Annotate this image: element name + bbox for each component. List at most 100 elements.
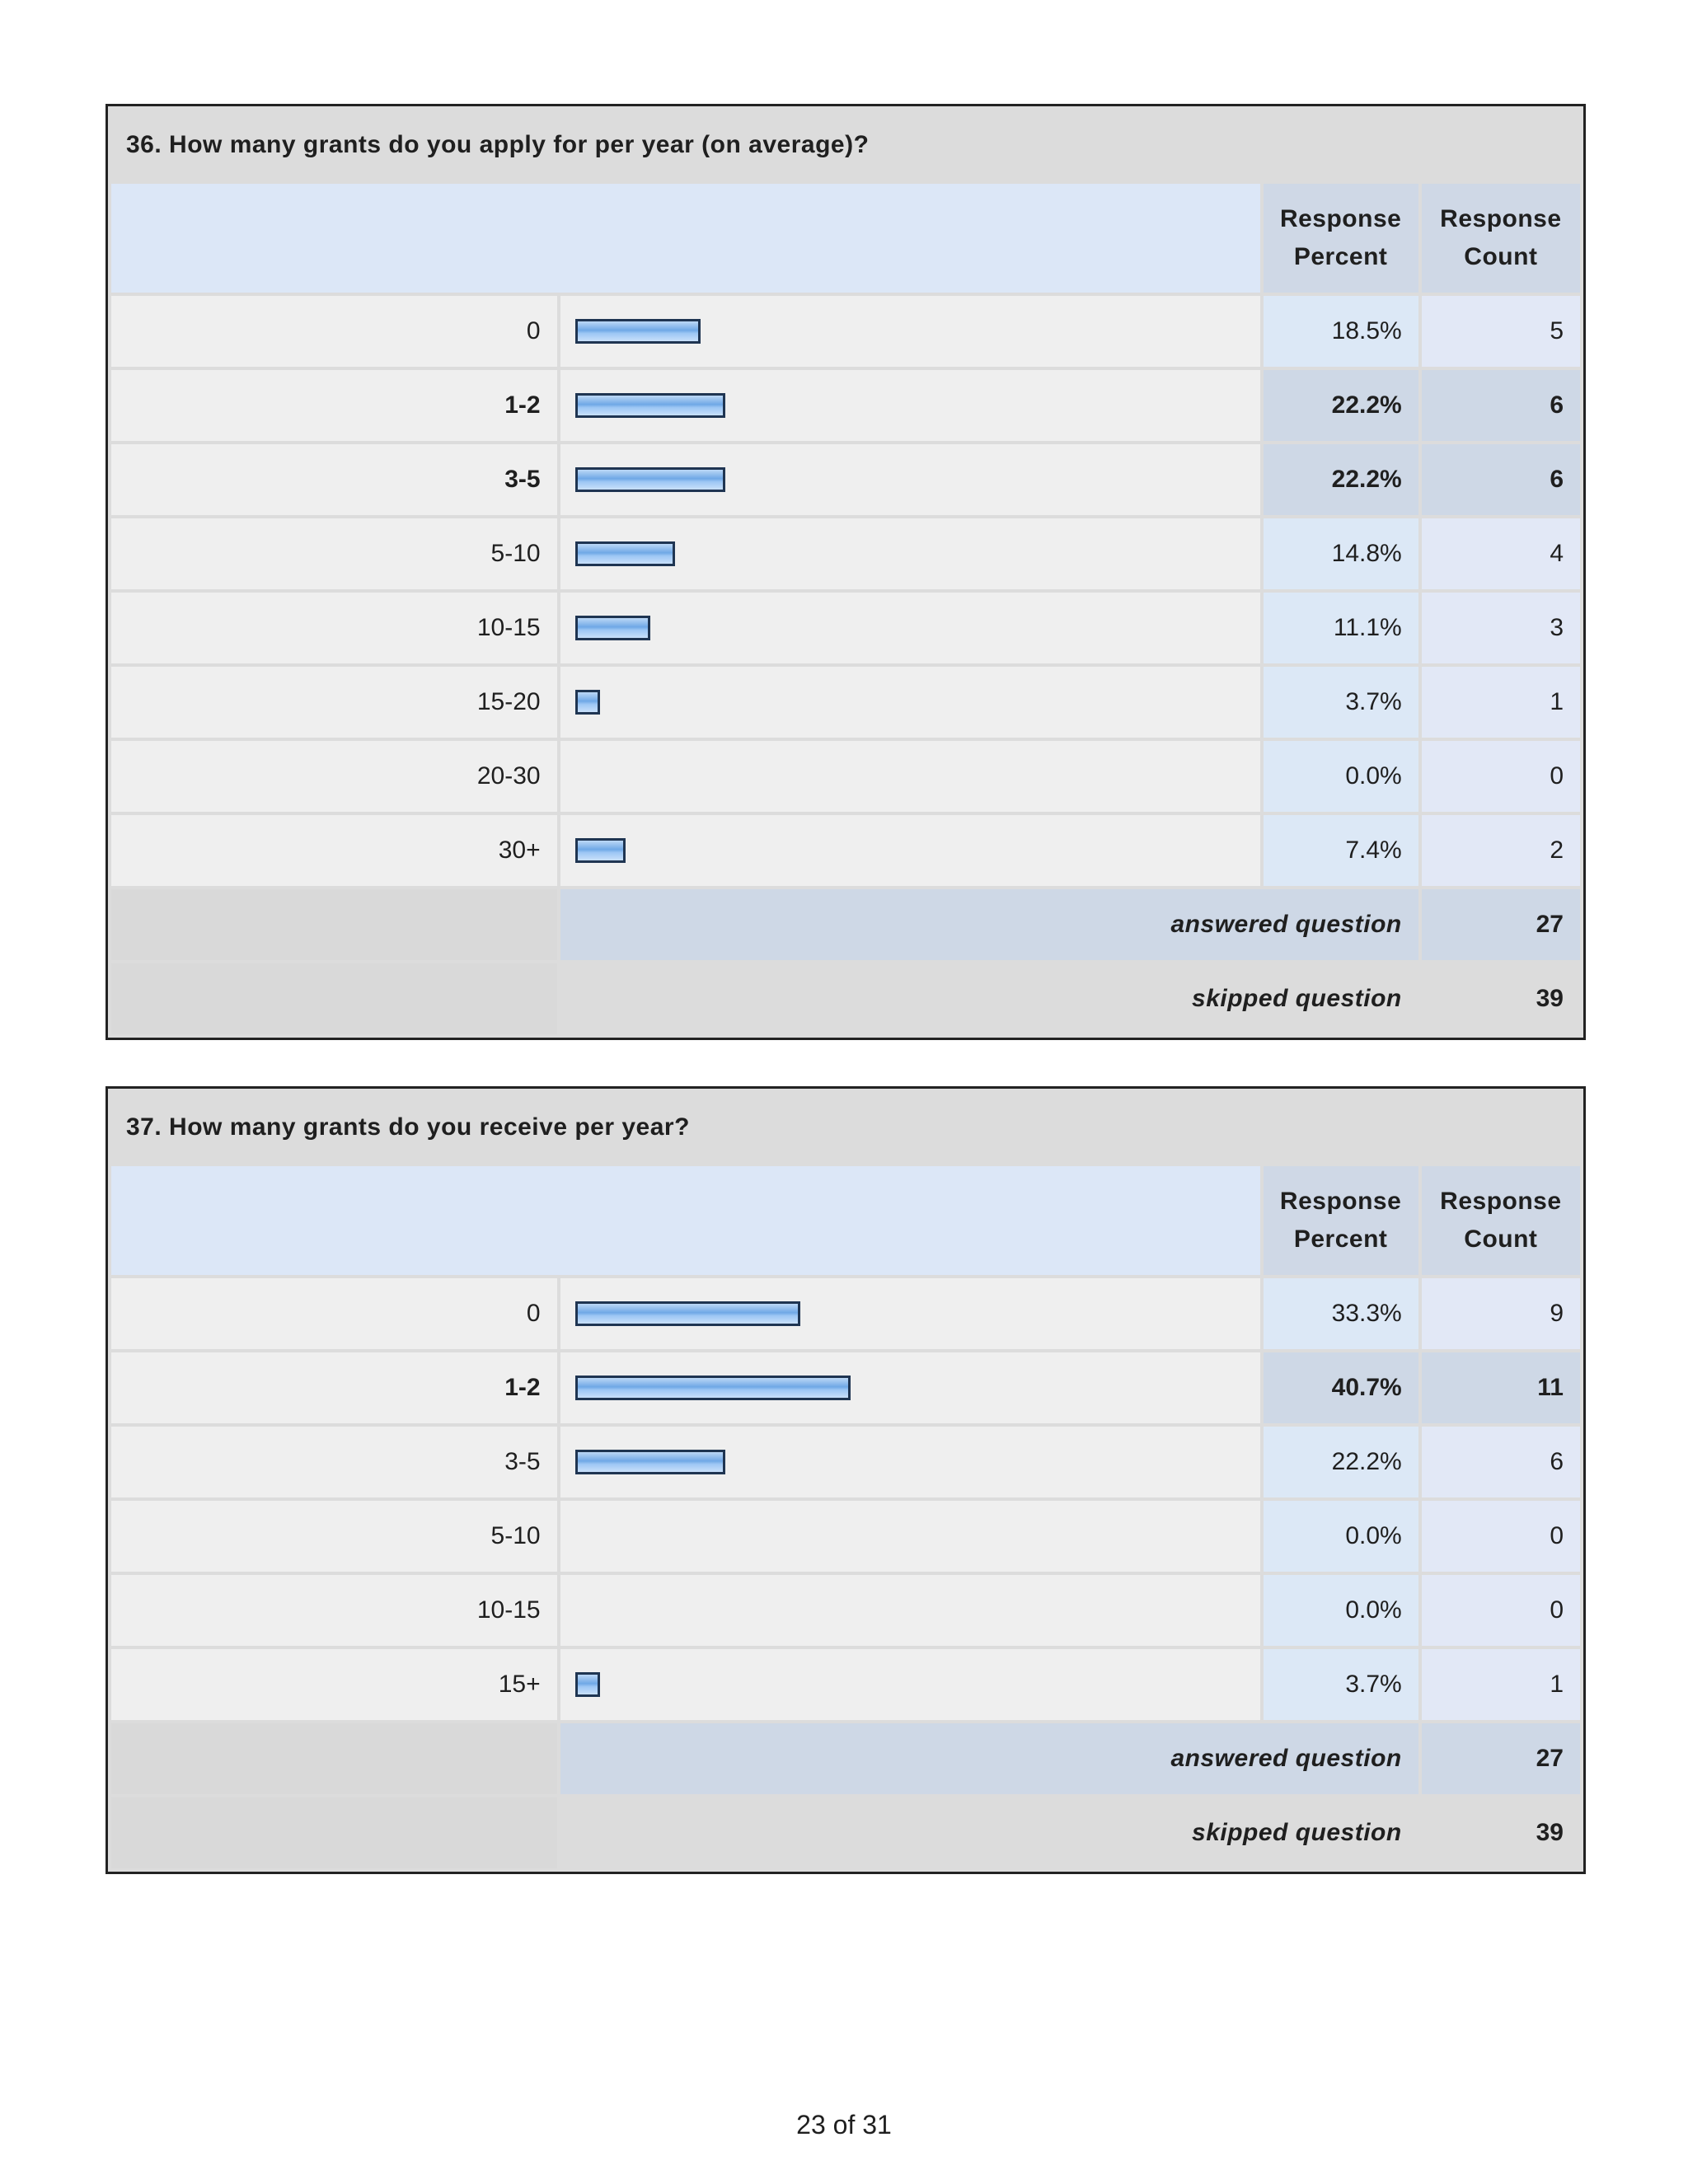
bar-cell [560,1649,1260,1720]
answer-label: 10-15 [111,593,557,663]
skipped-question-label: skipped question [560,963,1418,1034]
skipped-question-count: 39 [1421,1797,1580,1868]
summary-blank [111,1797,557,1868]
table-row: 10-15 11.1% 3 [111,593,1580,663]
bar-cell [560,593,1260,663]
summary-blank [111,963,557,1034]
bar-cell [560,1427,1260,1497]
question-36-table: 36. How many grants do you apply for per… [106,104,1586,1040]
table-row: 0 18.5% 5 [111,296,1580,367]
response-count: 6 [1421,370,1580,441]
answer-label: 15-20 [111,667,557,738]
answered-question-count: 27 [1421,1723,1580,1794]
answer-label: 5-10 [111,1501,557,1572]
response-percent-header: Response Percent [1263,184,1418,293]
question-title: 36. How many grants do you apply for per… [111,110,1580,180]
bar-cell [560,815,1260,886]
response-count: 0 [1421,1575,1580,1646]
table-row: 1-2 40.7% 11 [111,1352,1580,1423]
response-count: 1 [1421,667,1580,738]
response-percent: 3.7% [1263,1649,1418,1720]
bar-cell [560,1352,1260,1423]
response-percent: 22.2% [1263,444,1418,515]
bar-cell [560,370,1260,441]
table-row: 15-20 3.7% 1 [111,667,1580,738]
table-row: 3-5 22.2% 6 [111,1427,1580,1497]
response-percent: 18.5% [1263,296,1418,367]
response-count: 0 [1421,741,1580,812]
response-count: 6 [1421,1427,1580,1497]
answer-label: 10-15 [111,1575,557,1646]
question-title: 37. How many grants do you receive per y… [111,1092,1580,1163]
response-percent: 0.0% [1263,1501,1418,1572]
response-bar [574,690,600,715]
answer-label: 0 [111,296,557,367]
bar-cell [560,296,1260,367]
response-count: 5 [1421,296,1580,367]
response-percent: 40.7% [1263,1352,1418,1423]
summary-blank [111,889,557,960]
response-bar [574,541,675,566]
answer-label: 1-2 [111,370,557,441]
answered-question-count: 27 [1421,889,1580,960]
bar-cell [560,741,1260,812]
answered-question-label: answered question [560,889,1418,960]
response-percent: 22.2% [1263,370,1418,441]
response-bar [574,1672,600,1697]
table-row: 0 33.3% 9 [111,1278,1580,1349]
answer-label: 30+ [111,815,557,886]
response-percent: 11.1% [1263,593,1418,663]
table-row: 20-30 0.0% 0 [111,741,1580,812]
response-table: 37. How many grants do you receive per y… [108,1089,1583,1872]
answered-question-label: answered question [560,1723,1418,1794]
answer-label: 5-10 [111,518,557,589]
response-count: 6 [1421,444,1580,515]
bar-cell [560,1575,1260,1646]
response-percent: 3.7% [1263,667,1418,738]
response-bar [574,616,650,640]
table-row: 10-15 0.0% 0 [111,1575,1580,1646]
page-number: 23 of 31 [796,2110,892,2139]
response-bar [574,838,626,863]
response-percent-header: Response Percent [1263,1166,1418,1275]
table-row: 1-2 22.2% 6 [111,370,1580,441]
response-bar [574,467,725,492]
table-row: 3-5 22.2% 6 [111,444,1580,515]
answer-label: 1-2 [111,1352,557,1423]
response-count: 9 [1421,1278,1580,1349]
answer-label: 20-30 [111,741,557,812]
response-percent: 33.3% [1263,1278,1418,1349]
response-count-header: Response Count [1421,184,1580,293]
answer-label: 3-5 [111,444,557,515]
bar-cell [560,667,1260,738]
skipped-question-count: 39 [1421,963,1580,1034]
response-bar [574,393,725,418]
table-row: 30+ 7.4% 2 [111,815,1580,886]
answer-label: 0 [111,1278,557,1349]
header-blank [111,184,1260,293]
bar-cell [560,1278,1260,1349]
header-blank [111,1166,1260,1275]
response-percent: 0.0% [1263,741,1418,812]
response-count: 2 [1421,815,1580,886]
response-count: 11 [1421,1352,1580,1423]
answer-label: 15+ [111,1649,557,1720]
table-row: 5-10 14.8% 4 [111,518,1580,589]
skipped-question-label: skipped question [560,1797,1418,1868]
response-bar [574,1450,725,1474]
bar-cell [560,1501,1260,1572]
response-count-header: Response Count [1421,1166,1580,1275]
response-bar [574,1376,851,1400]
table-row: 15+ 3.7% 1 [111,1649,1580,1720]
summary-blank [111,1723,557,1794]
response-bar [574,319,701,344]
response-count: 0 [1421,1501,1580,1572]
question-37-table: 37. How many grants do you receive per y… [106,1086,1586,1874]
response-percent: 0.0% [1263,1575,1418,1646]
response-count: 1 [1421,1649,1580,1720]
bar-cell [560,518,1260,589]
response-bar [574,1301,800,1326]
response-percent: 22.2% [1263,1427,1418,1497]
response-percent: 14.8% [1263,518,1418,589]
response-percent: 7.4% [1263,815,1418,886]
